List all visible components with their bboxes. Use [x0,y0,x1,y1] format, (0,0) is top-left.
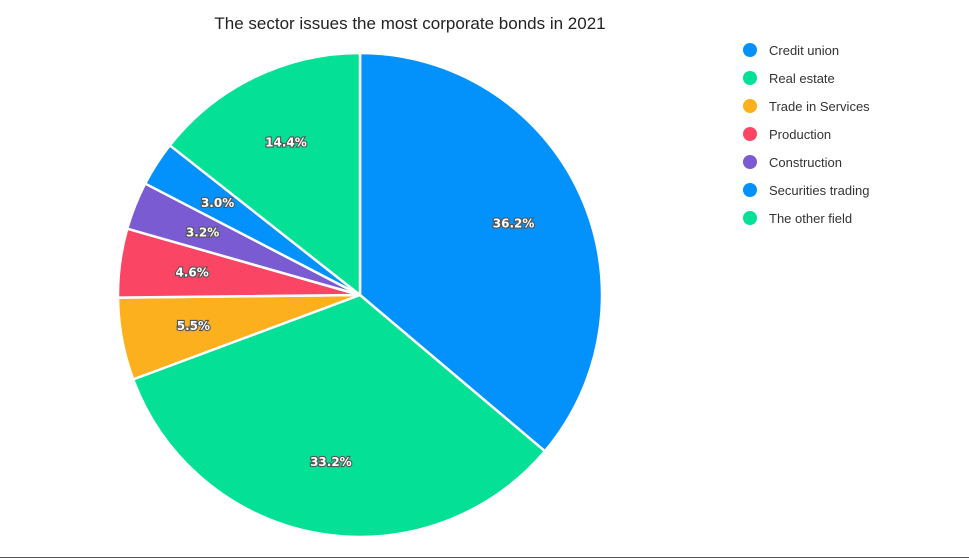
legend-swatch-icon [743,43,757,57]
chart-legend: Credit union Real estate Trade in Services… [743,36,870,232]
legend-item-construction[interactable]: Construction [743,148,870,176]
slice-label-construction: 3.2% [186,226,219,240]
legend-swatch-icon [743,155,757,169]
legend-item-credit-union[interactable]: Credit union [743,36,870,64]
legend-swatch-icon [743,99,757,113]
legend-item-production[interactable]: Production [743,120,870,148]
legend-swatch-icon [743,127,757,141]
slice-label-production: 4.6% [175,266,208,280]
legend-label: Production [769,126,832,142]
bottom-divider [0,557,969,558]
legend-item-trade-in-services[interactable]: Trade in Services [743,92,870,120]
legend-swatch-icon [743,211,757,225]
legend-label: Trade in Services [769,98,870,114]
legend-label: The other field [769,210,853,226]
legend-swatch-icon [743,71,757,85]
legend-item-the-other-field[interactable]: The other field [743,204,870,232]
pie-slice-credit-union[interactable] [358,51,604,453]
legend-label: Real estate [769,70,835,86]
slice-label-credit-union: 36.2% [493,217,535,231]
slice-label-the-other-field: 14.4% [265,136,307,150]
slice-label-real-estate: 33.2% [310,455,352,469]
legend-label: Construction [769,154,842,170]
legend-label: Credit union [769,42,840,58]
legend-label: Securities trading [769,182,870,198]
chart-title: The sector issues the most corporate bon… [214,14,606,33]
legend-item-securities-trading[interactable]: Securities trading [743,176,870,204]
slice-label-trade-in-services: 5.5% [177,319,210,333]
pie-slice-real-estate[interactable] [131,293,547,539]
legend-item-real-estate[interactable]: Real estate [743,64,870,92]
slice-label-securities-trading: 3.0% [201,196,234,210]
pie-slice-the-other-field[interactable] [168,51,362,297]
legend-swatch-icon [743,183,757,197]
